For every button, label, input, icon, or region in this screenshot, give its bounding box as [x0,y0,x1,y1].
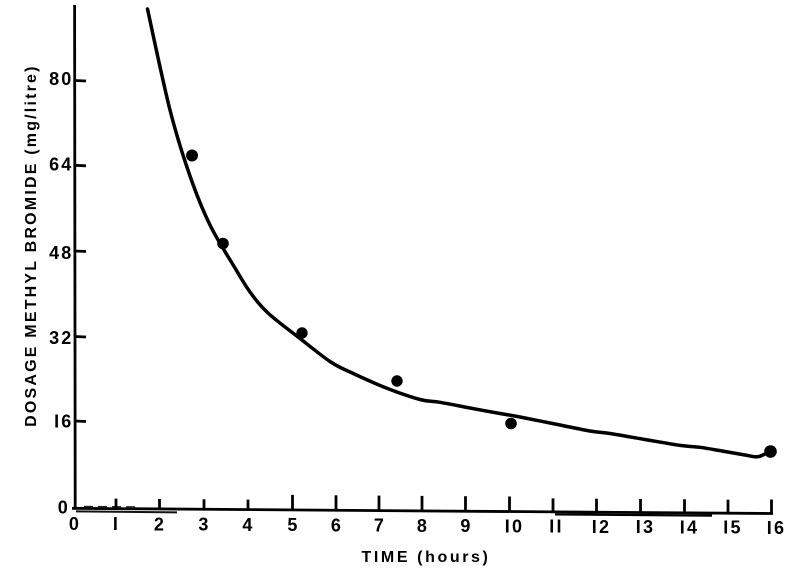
svg-text:I5: I5 [723,518,742,538]
svg-text:4: 4 [242,515,254,535]
svg-text:8: 8 [417,516,429,536]
svg-text:0: 0 [58,498,70,518]
svg-text:I: I [113,514,120,534]
svg-text:I3: I3 [636,517,655,537]
svg-text:7: 7 [374,516,386,536]
svg-text:I0: I0 [505,517,524,537]
svg-text:II: II [549,517,563,537]
svg-text:I6: I6 [767,518,786,538]
svg-text:9: 9 [460,516,472,536]
svg-text:I6: I6 [54,412,73,432]
svg-text:DOSAGE METHYL BROMIDE (mg/litr: DOSAGE METHYL BROMIDE (mg/litre) [23,64,40,427]
svg-text:5: 5 [287,515,299,535]
svg-text:0: 0 [69,514,81,534]
svg-text:80: 80 [49,69,73,89]
svg-text:64: 64 [49,155,73,175]
svg-text:3: 3 [198,515,210,535]
svg-text:48: 48 [49,243,73,263]
svg-text:TIME (hours): TIME (hours) [362,549,491,566]
svg-text:32: 32 [49,328,73,348]
svg-text:6: 6 [331,516,343,536]
svg-text:I4: I4 [680,518,699,538]
svg-text:2: 2 [154,515,166,535]
svg-text:I2: I2 [592,517,611,537]
